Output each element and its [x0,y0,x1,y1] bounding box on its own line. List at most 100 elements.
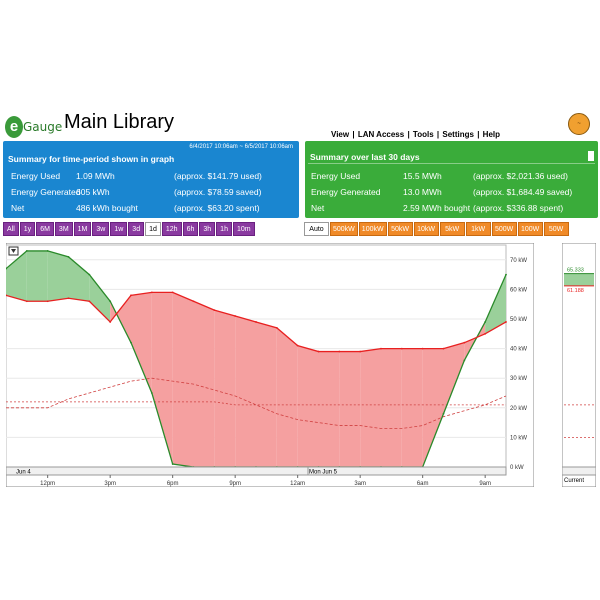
panel-scroll-handle[interactable] [588,151,594,161]
nav-separator: | [436,130,440,139]
net-fill-segment [89,274,111,322]
time-range-1h-button[interactable]: 1h [216,222,232,236]
time-range-3d-button[interactable]: 3d [128,222,145,236]
usage-point [171,291,174,294]
row-label: Net [311,203,325,213]
usage-point [234,315,237,317]
usage-point [213,309,216,312]
usage-point [338,350,341,353]
scale-500kw-button[interactable]: 500kW [330,222,358,236]
time-range-1w-button[interactable]: 1w [110,222,128,236]
egauge-logo[interactable]: e Gauge [5,112,63,140]
x-tick-label: 6am [417,481,429,487]
generation-point [67,255,70,258]
row-label: Energy Generated [11,187,81,197]
usage-point [380,347,382,350]
row-value: 2.59 MWh bought [403,203,471,213]
scale-10kw-button[interactable]: 10kW [413,222,439,236]
summary-period-title: Summary for time-period shown in graph [8,154,175,164]
chevron-down-icon [11,249,16,253]
net-fill-segment [110,295,131,343]
time-range-3m-button[interactable]: 3M [54,222,73,236]
x-tick-label: 12am [290,481,305,487]
time-range-6h-button[interactable]: 6h [182,222,199,236]
row-label: Energy Used [11,171,61,181]
summary-30-title: Summary over last 30 days [310,152,420,162]
time-range-1y-button[interactable]: 1y [19,222,36,236]
usage-point [400,347,403,350]
summary-period-panel: 6/4/2017 10:06am ~ 6/5/2017 10:06am Summ… [3,141,299,218]
usage-point [109,321,112,323]
usage-point [255,321,257,323]
x-tick-label: 3am [354,481,366,487]
net-fill-segment [193,301,215,467]
nav-help[interactable]: Help [482,130,501,139]
row-note: (approx. $78.59 saved) [174,187,262,197]
nav-view[interactable]: View [331,130,350,139]
nav-tools[interactable]: Tools [412,130,434,139]
nav-settings[interactable]: Settings [442,130,474,139]
row-note: (approx. $2,021.36 used) [473,171,568,181]
row-value: 605 kWh [76,187,110,197]
scale-bar: Auto 500kW 100kW 50kW 10kW 5kW 1kW 500W 100W 50W [304,222,570,236]
net-fill-segment [26,250,48,302]
time-range-all-button[interactable]: All [3,222,19,236]
generation-point [442,412,445,415]
page-title: Main Library [64,111,175,133]
x-tick-label: 3pm [104,481,116,487]
time-range-3h-button[interactable]: 3h [199,222,216,236]
time-range-12h-button[interactable]: 12h [161,222,182,236]
current-label: Current [564,478,584,484]
net-fill-segment [443,342,465,414]
usage-point [88,300,91,303]
power-chart[interactable]: 0 kW 10 kW 20 kW 30 kW 40 kW 50 kW 60 kW 70 kW J… [5,242,535,488]
summary-row: Energy Used 15.5 MWh (approx. $2,021.36 … [305,168,598,185]
scale-50kw-button[interactable]: 50kW [387,222,413,236]
y-tick-label: 30 kW [510,376,527,382]
scale-500w-button[interactable]: 500W [491,222,517,236]
row-label: Energy Generated [311,187,381,197]
user-avatar[interactable]: ~ [568,113,590,135]
scale-auto-button[interactable]: Auto [304,222,329,236]
generation-point [46,250,49,252]
generation-point [484,321,487,323]
usage-point [463,341,466,344]
current-net-bar [564,273,594,286]
net-fill-segment [339,351,361,467]
current-strip-svg: 65.333 61.188 Current [561,242,597,488]
scale-100w-button[interactable]: 100W [517,222,543,236]
scale-5kw-button[interactable]: 5kW [439,222,465,236]
scale-100kw-button[interactable]: 100kW [358,222,387,236]
summary-row: Energy Generated 13.0 MWh (approx. $1,68… [305,184,598,201]
nav-lan-access[interactable]: LAN Access [357,130,405,139]
time-range-1m-button[interactable]: 1M [73,222,92,236]
net-fill-segment [235,316,256,467]
y-tick-label: 40 kW [510,347,527,353]
usage-point [46,300,49,303]
y-tick-label: 50 kW [510,317,527,323]
net-fill-segment [172,292,194,467]
generation-point [463,359,466,362]
usage-point [359,350,362,353]
net-fill-segment [401,348,423,467]
time-range-6m-button[interactable]: 6M [36,222,54,236]
net-fill-segment [131,292,152,393]
time-range-10m-button[interactable]: 10m [232,222,255,236]
usage-point [25,300,28,303]
nav-separator: | [352,130,355,139]
time-range-3w-button[interactable]: 3w [92,222,110,236]
time-range-1d-button[interactable]: 1d [145,222,161,236]
date-label-mid: Mon Jun 5 [309,470,338,476]
chart-svg[interactable]: 0 kW 10 kW 20 kW 30 kW 40 kW 50 kW 60 kW 70 kW J… [5,242,535,488]
summary-row: Energy Generated 605 kWh (approx. $78.59… [3,184,299,201]
scale-1kw-button[interactable]: 1kW [465,222,491,236]
x-tick-label: 6pm [167,481,179,487]
row-value: 13.0 MWh [403,187,442,197]
usage-point [505,321,507,323]
usage-point [5,294,7,297]
x-tick-label: 9pm [229,481,241,487]
current-strip: 65.333 61.188 Current [561,242,597,488]
usage-point [275,326,278,329]
usage-point [317,350,320,353]
scale-50w-button[interactable]: 50W [543,222,569,236]
